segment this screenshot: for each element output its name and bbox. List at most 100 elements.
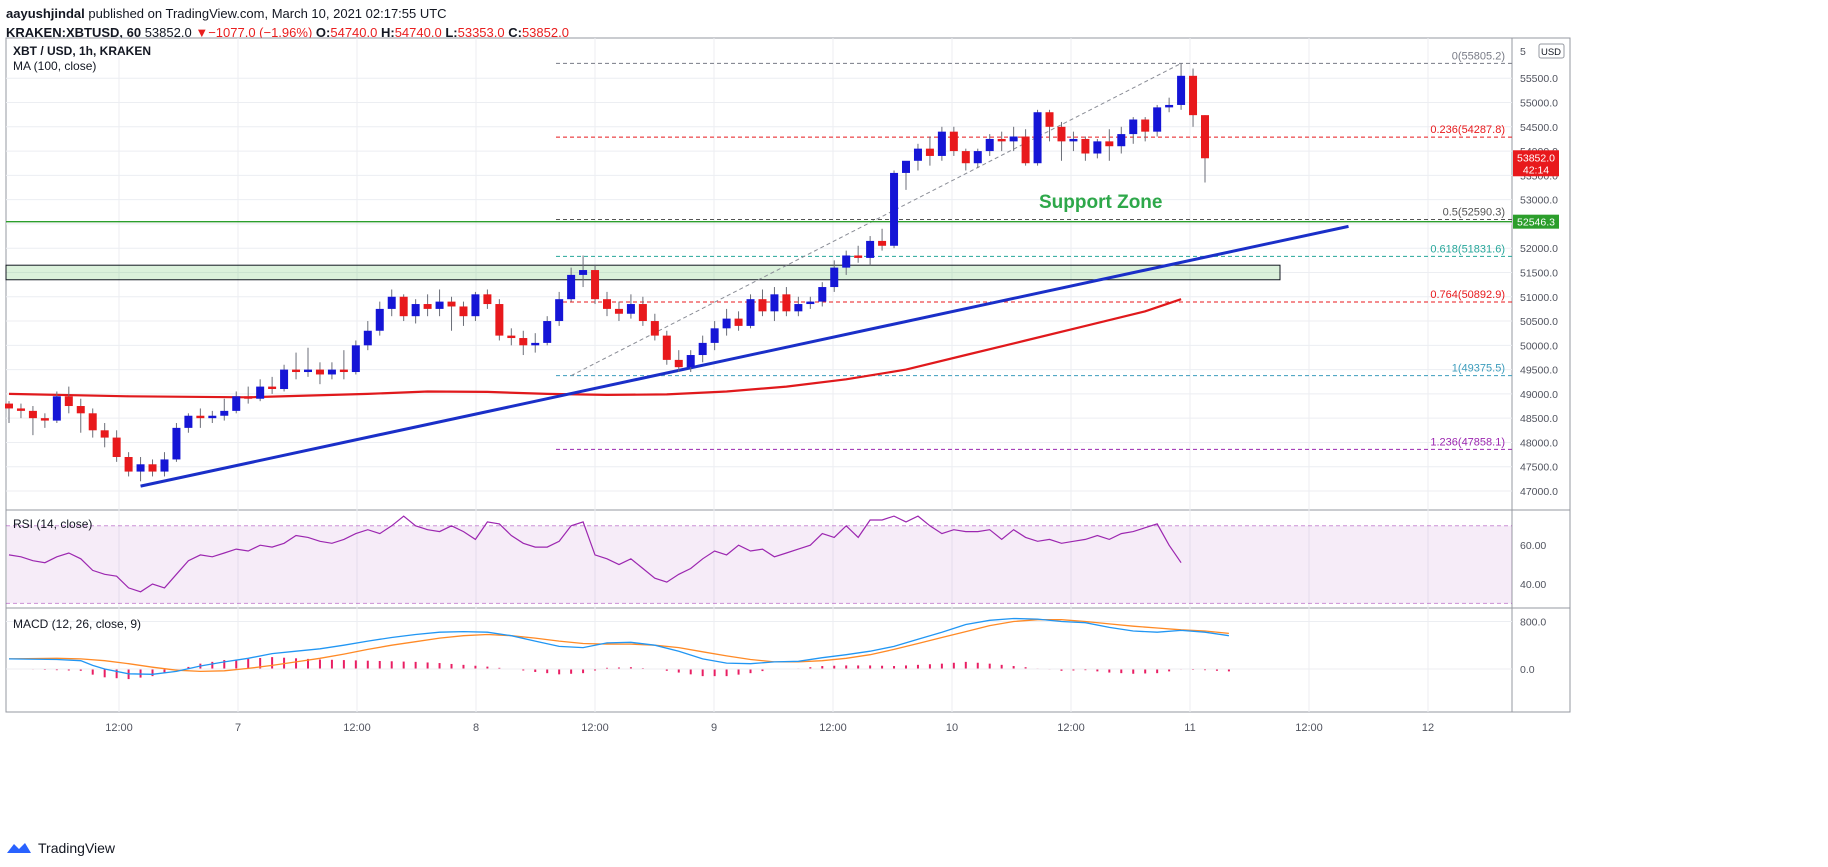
candle-body bbox=[603, 299, 611, 309]
y-tick-label: 55000.0 bbox=[1520, 98, 1558, 110]
candle-body bbox=[399, 296, 408, 317]
macd-title: MACD (12, 26, close, 9) bbox=[13, 617, 141, 631]
candle bbox=[495, 299, 504, 341]
ohlc-line: KRAKEN:XBTUSD, 60 53852.0 ▼−1077.0 (−1.9… bbox=[6, 23, 569, 42]
candle-body bbox=[1045, 112, 1054, 127]
candle-body bbox=[232, 396, 241, 411]
candle-body bbox=[387, 296, 396, 309]
candle-body bbox=[925, 148, 934, 156]
candle bbox=[1189, 68, 1198, 127]
candle bbox=[997, 131, 1006, 152]
candle bbox=[1045, 109, 1054, 142]
candle bbox=[961, 148, 970, 171]
candle bbox=[1201, 115, 1209, 183]
x-tick-label: 11 bbox=[1184, 722, 1195, 734]
candle bbox=[280, 364, 289, 392]
ma-100-line bbox=[8, 298, 1182, 399]
candle-body bbox=[292, 369, 301, 373]
candle-body bbox=[674, 359, 683, 368]
main-chart-title: XBT / USD, 1h, KRAKEN bbox=[13, 44, 151, 58]
candle bbox=[196, 408, 205, 428]
candle-body bbox=[746, 299, 755, 326]
candle bbox=[268, 376, 277, 394]
candle-body bbox=[770, 294, 779, 312]
candle-body bbox=[1033, 112, 1042, 164]
candle-body bbox=[662, 335, 671, 360]
candle-body bbox=[913, 148, 922, 161]
candle bbox=[160, 452, 169, 477]
candle bbox=[507, 328, 516, 346]
close-label: C: bbox=[508, 25, 522, 40]
candle bbox=[638, 296, 647, 326]
y-tick-label-top: 5 bbox=[1520, 46, 1526, 58]
open-label: O: bbox=[315, 25, 331, 40]
candle-body bbox=[973, 151, 982, 164]
candle bbox=[686, 350, 695, 373]
candle bbox=[375, 301, 384, 336]
fib-diagonal bbox=[570, 62, 1182, 377]
candle bbox=[746, 294, 755, 329]
price-change: ▼−1077.0 (−1.96%) bbox=[195, 25, 313, 40]
candle bbox=[519, 330, 528, 356]
x-tick-label: 12:00 bbox=[343, 722, 371, 734]
candle bbox=[256, 379, 265, 402]
candle-body bbox=[471, 294, 480, 317]
candle bbox=[52, 391, 61, 424]
candle bbox=[447, 296, 456, 331]
candle-body bbox=[650, 321, 659, 336]
candle-body bbox=[794, 304, 803, 312]
x-tick-label: 12:00 bbox=[819, 722, 847, 734]
candle bbox=[339, 350, 348, 380]
candle bbox=[1081, 136, 1090, 161]
y-tick-label: 48500.0 bbox=[1520, 413, 1558, 425]
candle-body bbox=[806, 301, 815, 305]
candle-body bbox=[567, 274, 576, 300]
x-tick-label: 9 bbox=[711, 722, 717, 734]
candle-body bbox=[1177, 75, 1186, 105]
candle bbox=[734, 311, 743, 331]
candle-body bbox=[1141, 119, 1150, 132]
candle bbox=[16, 403, 25, 419]
candle-body bbox=[519, 338, 528, 346]
y-tick-label: 50000.0 bbox=[1520, 340, 1558, 352]
low-value: 53353.0 bbox=[457, 25, 505, 40]
last-price: 53852.0 bbox=[144, 25, 192, 40]
candle bbox=[387, 289, 396, 317]
candle bbox=[172, 423, 181, 462]
candle bbox=[650, 313, 659, 341]
candle-body bbox=[136, 464, 145, 472]
candle-body bbox=[1057, 126, 1066, 142]
candle-body bbox=[280, 369, 289, 390]
candle-body bbox=[710, 328, 719, 343]
candle bbox=[304, 347, 312, 377]
y-tick-label: 54500.0 bbox=[1520, 122, 1558, 134]
footer-brand[interactable]: TradingView bbox=[6, 840, 115, 856]
candle bbox=[1153, 104, 1162, 137]
candle bbox=[244, 386, 253, 404]
candle bbox=[937, 126, 946, 161]
candle-body bbox=[40, 418, 49, 421]
y-tick-label: 50500.0 bbox=[1520, 316, 1558, 328]
candle bbox=[758, 289, 767, 317]
candle bbox=[854, 245, 863, 263]
candle bbox=[662, 330, 671, 365]
currency-box bbox=[1538, 43, 1565, 59]
price-badge-1 bbox=[1513, 214, 1559, 229]
macd-y-tick-label: 0.0 bbox=[1520, 664, 1535, 676]
candle-body bbox=[411, 304, 420, 317]
fib-label-0.5: 0.5(52590.3) bbox=[1443, 207, 1505, 219]
candle-body bbox=[148, 464, 157, 472]
candle bbox=[1057, 121, 1066, 161]
candle bbox=[1069, 131, 1078, 152]
candle-body bbox=[208, 415, 217, 419]
candle-body bbox=[268, 386, 277, 390]
author-name[interactable]: aayushjindal bbox=[6, 6, 85, 21]
candle bbox=[830, 260, 839, 292]
y-tick-label: 55500.0 bbox=[1520, 73, 1558, 85]
candle bbox=[698, 335, 707, 363]
candle-body bbox=[758, 299, 767, 312]
candle-body bbox=[112, 437, 121, 458]
candle bbox=[1129, 117, 1138, 144]
candle-body bbox=[698, 342, 707, 356]
